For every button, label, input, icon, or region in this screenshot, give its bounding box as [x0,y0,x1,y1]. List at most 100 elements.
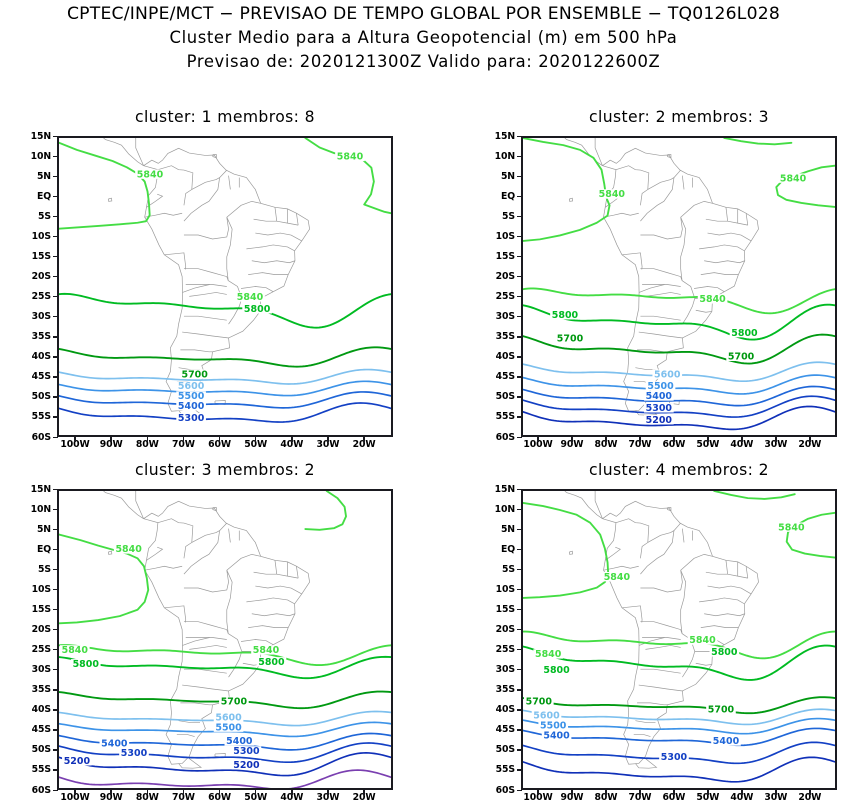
contour-label: 5200 [646,415,673,426]
contour-label: 5600 [654,369,681,380]
contour-label: 5840 [699,294,726,305]
x-axis-label: 60W [662,439,686,450]
x-axis-label: 90W [560,439,584,450]
contour-label: 5800 [73,659,100,670]
contour-label: 5500 [540,720,567,731]
contour-5100 [59,769,391,788]
contour-5300 [523,395,835,418]
y-axis-tick [517,135,522,137]
y-axis-label: 20S [31,270,51,282]
y-axis-tick [53,175,58,178]
header-line-model: CPTEC/INPE/MCT − PREVISAO DE TEMPO GLOBA… [66,4,780,24]
x-axis-label: 60W [662,792,686,803]
x-axis-tick [571,790,573,795]
y-axis-label: 15N [30,483,52,495]
contour-label: 5200 [64,756,91,767]
y-axis-tick [517,488,522,490]
contour-label: 5400 [646,391,673,402]
y-axis-tick [517,275,522,278]
x-axis-label: 100W [60,439,90,450]
y-axis-tick [53,729,58,731]
y-axis-label: 55S [31,764,51,776]
y-axis-label: 10S [495,230,515,242]
x-axis-tick [809,437,811,442]
y-axis-tick [517,356,522,358]
x-axis-label: 80W [135,792,159,803]
contour-5200 [59,752,391,777]
x-axis-label: 60W [208,792,232,803]
x-axis-label: 20W [798,792,822,803]
y-axis-label: 30S [31,311,51,323]
y-axis-tick [517,789,522,791]
contour-5600 [59,710,391,727]
contour-label: 5300 [121,748,148,759]
x-axis-tick [327,790,329,795]
y-axis-label: 30S [495,311,515,323]
contour-label: 5300 [661,752,688,763]
x-axis-label: 80W [594,792,618,803]
x-axis-label: 40W [730,792,754,803]
x-axis-tick [537,790,539,795]
y-axis-tick [53,628,58,631]
contour-label: 5840 [62,645,89,656]
y-axis-tick [53,789,58,791]
contour-label: 5700 [221,697,248,708]
contour-5840-tropical [523,138,835,242]
contour-5400 [59,732,391,751]
y-axis-label: 15S [495,603,515,615]
y-axis-tick [517,296,522,298]
y-axis-tick [53,749,58,751]
y-axis-tick [517,436,522,438]
x-axis-tick [74,790,76,795]
contour-label: 5800 [711,647,738,658]
y-axis-tick [517,336,522,338]
y-axis-label: 60S [495,431,515,443]
x-axis-label: 70W [628,439,652,450]
contour-5500 [59,380,391,397]
y-axis-tick [517,255,522,258]
x-axis-tick [673,790,675,795]
x-axis-tick [110,790,112,795]
x-axis-label: 70W [628,792,652,803]
y-axis-tick [53,588,58,591]
panel-title-cluster-2: cluster: 2 membros: 3 [589,108,769,126]
y-axis-tick [53,155,58,157]
x-axis-tick [707,790,709,795]
contour-5400 [59,391,391,409]
x-axis-label: 80W [594,439,618,450]
header-line-dates: Previsao de: 2020121300Z Valido para: 20… [186,51,661,71]
x-axis-tick [182,437,185,442]
contour-5700 [59,690,391,710]
panel-title-cluster-4: cluster: 4 membros: 2 [589,461,769,479]
y-axis-label: 45S [31,371,51,383]
x-axis-label: 40W [280,439,304,450]
contour-5500 [523,374,835,395]
y-axis-tick [53,416,58,418]
contour-label: 5840 [778,522,805,533]
contour-5800 [59,655,391,680]
y-axis-label: 20S [495,270,515,282]
y-axis-label: 20S [31,623,51,635]
x-axis-label: 30W [316,792,340,803]
y-axis-label: 35S [31,331,51,343]
contour-label: 5400 [713,736,740,747]
y-axis-tick [517,689,522,691]
x-axis-tick [605,437,607,442]
contour-label: 5840 [137,169,164,180]
y-axis-label: 35S [495,684,515,696]
y-axis-label: 15S [31,603,51,615]
x-axis-tick [218,437,221,442]
x-axis-tick [291,790,293,795]
y-axis-tick [53,436,58,438]
y-axis-label: 15N [30,130,52,142]
y-axis-label: 10N [30,150,52,162]
x-axis-tick [146,437,148,442]
contour-label: 5700 [728,352,755,363]
contour-5700 [523,696,835,715]
x-axis-label: 40W [730,439,754,450]
contour-label: 5200 [233,760,260,771]
plot-area-cluster-3: 5840 5840 5840 5800 5800 5700 5600 5500 5400 5400… [57,489,393,790]
y-axis-label: 5N [500,523,515,535]
